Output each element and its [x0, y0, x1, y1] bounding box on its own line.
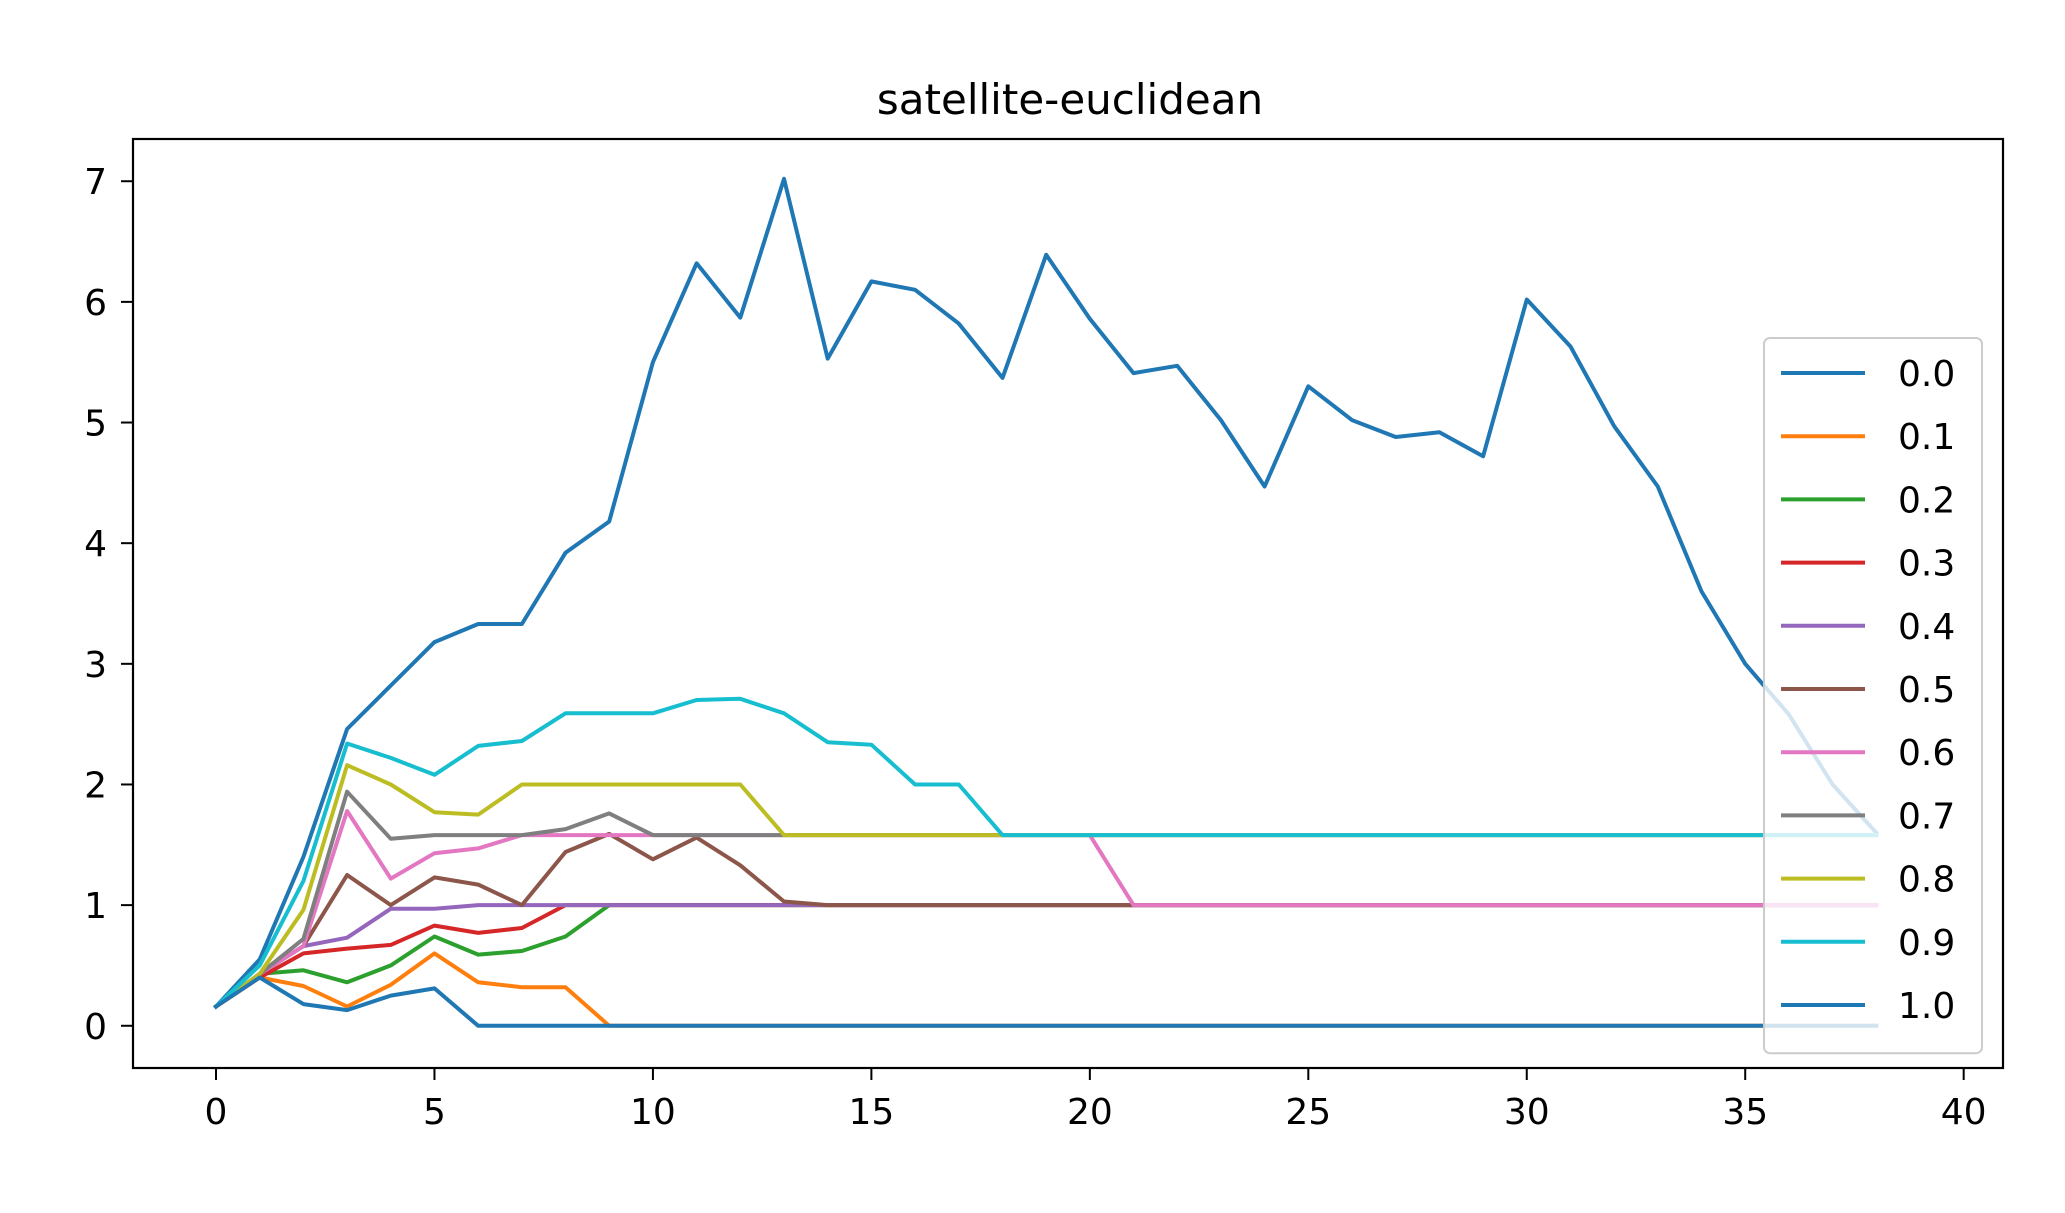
y-tick-label: 4: [84, 524, 107, 565]
legend-label-0.4: 0.4: [1898, 607, 1955, 648]
axes: 0 5 10 15 20 25 30 35 40 0 1 2 3 4 5 6 7: [84, 137, 2005, 1133]
x-tick-label: 25: [1285, 1092, 1331, 1133]
legend-label-0.1: 0.1: [1898, 417, 1955, 458]
legend-label-0.7: 0.7: [1898, 796, 1955, 837]
y-tick-label: 3: [84, 645, 107, 686]
legend-label-0.6: 0.6: [1898, 733, 1955, 774]
legend-label-0.9: 0.9: [1898, 923, 1955, 964]
y-tick-label: 2: [84, 765, 107, 806]
legend-label-1.0: 1.0: [1898, 986, 1955, 1027]
x-tick-label: 15: [848, 1092, 894, 1133]
legend-box: [1763, 337, 1983, 1055]
x-tick-label: 0: [205, 1092, 228, 1133]
legend-label-0.0: 0.0: [1898, 354, 1955, 395]
x-tick-label: 40: [1941, 1092, 1987, 1133]
legend-label-0.8: 0.8: [1898, 860, 1955, 901]
x-tick-label: 35: [1722, 1092, 1768, 1133]
y-tick-label: 1: [84, 886, 107, 927]
legend-label-0.2: 0.2: [1898, 480, 1955, 521]
axes-frame: [131, 137, 2005, 1070]
x-tick-label: 20: [1067, 1092, 1113, 1133]
series-line-0.0: [213, 176, 1880, 1010]
x-tick-label: 10: [630, 1092, 676, 1133]
chart-title: satellite-euclidean: [877, 75, 1263, 124]
x-tick-label: 5: [423, 1092, 446, 1133]
legend: 0.0 0.1 0.2 0.3 0.4 0.5 0.6 0.7 0.8 0.9 1.0: [1763, 337, 1983, 1055]
plot-area: [213, 176, 1880, 1028]
legend-label-0.5: 0.5: [1898, 670, 1955, 711]
series-line-0.9: [213, 696, 1879, 1010]
y-tick-label: 5: [84, 404, 107, 445]
legend-label-0.3: 0.3: [1898, 544, 1955, 585]
y-tick-label: 6: [84, 283, 107, 324]
y-tick-label: 0: [84, 1007, 107, 1048]
x-tick-label: 30: [1504, 1092, 1550, 1133]
series-line-1.0: [213, 975, 1879, 1028]
y-tick-label: 7: [84, 162, 107, 203]
